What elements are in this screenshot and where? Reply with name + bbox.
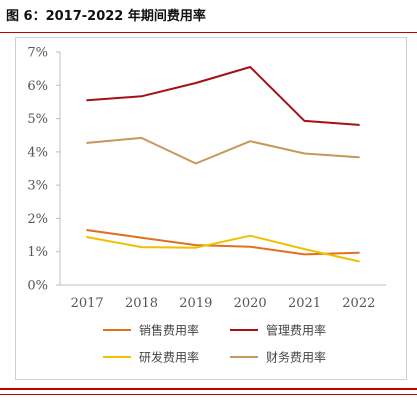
bottom-rule	[0, 388, 417, 390]
x-tick-label: 2021	[288, 296, 321, 311]
series-line-2	[86, 66, 360, 126]
y-tick-label: 5%	[27, 112, 48, 127]
series-line-1	[86, 229, 360, 256]
legend-label: 研发费用率	[139, 350, 199, 365]
chart-frame	[15, 37, 407, 380]
legend-label: 财务费用率	[266, 350, 326, 365]
x-tick-label: 2017	[71, 296, 104, 311]
chart-title: 图 6：2017-2022 年期间费用率	[6, 9, 206, 24]
bottom-rule-thin	[0, 394, 417, 395]
legend-label: 销售费用率	[139, 323, 199, 338]
y-tick-label: 3%	[27, 179, 48, 194]
x-tick-label: 2020	[234, 296, 267, 311]
y-tick-label: 4%	[27, 145, 48, 160]
y-tick-label: 2%	[27, 212, 48, 227]
x-tick-label: 2019	[179, 296, 212, 311]
y-tick-label: 0%	[27, 279, 48, 294]
y-tick-label: 6%	[27, 79, 48, 94]
x-tick-label: 2022	[342, 296, 375, 311]
legend-label: 管理费用率	[266, 323, 326, 338]
y-tick-label: 7%	[27, 46, 48, 61]
series-line-4	[86, 136, 360, 165]
top-rule	[0, 32, 417, 33]
y-tick-label: 1%	[27, 245, 48, 260]
series-line-3	[86, 234, 360, 263]
x-tick-label: 2018	[125, 296, 158, 311]
